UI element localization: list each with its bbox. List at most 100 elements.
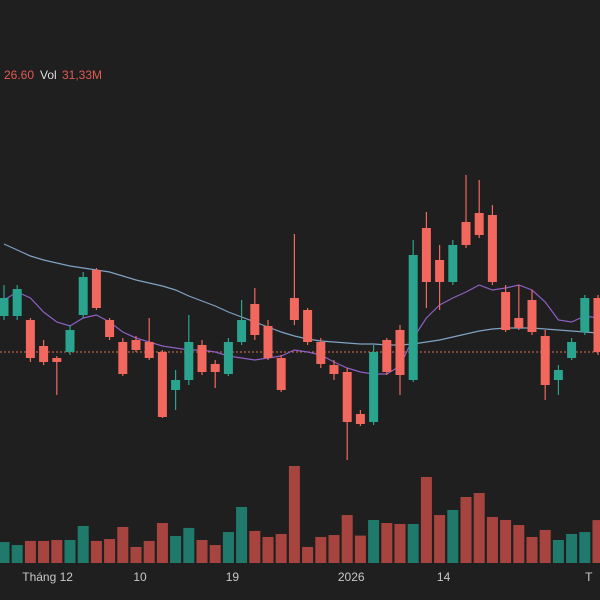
volume-bar (275, 533, 287, 563)
volume-bar (368, 519, 380, 563)
legend-volume: 31,33M (62, 68, 102, 82)
candle-body (369, 352, 379, 422)
candle-body (474, 213, 484, 235)
candle-body (12, 289, 22, 316)
candle-body (527, 300, 537, 332)
volume-bar (288, 466, 300, 563)
candle-body (210, 364, 220, 372)
volume-bar (64, 539, 76, 563)
candle-body (65, 330, 75, 352)
x-tick-label: 2026 (338, 570, 365, 584)
candle-body (0, 298, 9, 316)
candle-body (316, 342, 326, 364)
volume-bar (407, 523, 419, 563)
candle-body (580, 298, 590, 332)
candle-body (514, 318, 524, 328)
candle-body (250, 304, 260, 335)
volume-bar (552, 539, 564, 563)
candle-body (593, 298, 600, 352)
candle-body (144, 342, 154, 358)
candle-body (421, 228, 431, 282)
volume-bar (539, 529, 551, 563)
candle-body (408, 255, 418, 380)
candle-body (78, 277, 88, 315)
candle-body (25, 320, 35, 358)
candle-body (355, 414, 365, 424)
volume-bar (500, 519, 512, 563)
volume-bar (38, 540, 50, 563)
candle-body (553, 370, 563, 380)
volume-bar (381, 522, 393, 563)
moving-average (3, 243, 599, 346)
volume-bar (130, 546, 142, 563)
volume-bar (341, 515, 353, 563)
volume-bar (460, 496, 472, 563)
volume-bar (486, 516, 498, 563)
candle-body (237, 320, 247, 342)
legend-volume-label: Vol (40, 68, 57, 82)
candle-body (263, 326, 273, 358)
volume-bar (302, 546, 314, 563)
candle-body (395, 330, 405, 375)
volume-bar (117, 526, 129, 563)
x-tick-label: T (585, 570, 593, 584)
x-tick-label: 10 (133, 570, 147, 584)
volume-bar (592, 520, 600, 563)
volume-bar (579, 532, 591, 563)
candle-body (289, 298, 299, 320)
volume-bar (77, 526, 89, 563)
volume-bar (156, 522, 168, 563)
candle-body (461, 222, 471, 245)
candle-body (382, 340, 392, 372)
candle-body (448, 245, 458, 282)
volume-bar (170, 536, 182, 563)
volume-bar (566, 533, 578, 563)
candle-body (487, 215, 497, 282)
volume-bar (143, 540, 155, 563)
candle-body (39, 346, 49, 362)
volume-bar (11, 545, 23, 563)
volume-bar (90, 540, 102, 563)
candle-body (105, 320, 115, 337)
x-tick-label: 14 (437, 570, 451, 584)
candle-body (197, 345, 207, 372)
volume-bar (447, 509, 459, 563)
volume-bar (236, 506, 248, 563)
volume-bar (0, 542, 10, 563)
volume-bar (24, 540, 36, 563)
candle-body (223, 342, 233, 374)
candle-body (435, 260, 445, 282)
volume-bar (526, 536, 538, 563)
x-tick-label: Tháng 12 (22, 570, 73, 584)
candle-body (171, 380, 181, 390)
volume-bar (354, 535, 366, 563)
candle-body (540, 336, 550, 385)
x-tick-label: 19 (226, 570, 240, 584)
candle-body (184, 342, 194, 380)
candle-body (131, 340, 141, 350)
candle-body (342, 372, 352, 422)
volume-bar (420, 476, 432, 563)
candle-body (118, 342, 128, 374)
volume-bar (51, 539, 63, 563)
volume-bar (196, 539, 208, 563)
candle-body (157, 352, 167, 417)
candle-body (52, 358, 62, 362)
candle-body (276, 358, 286, 390)
volume-bar (249, 530, 261, 563)
candle-body (501, 292, 511, 330)
legend-close: 26.60 (4, 68, 34, 82)
volume-bar (222, 532, 234, 563)
candle-body (91, 270, 101, 308)
volume-bar (262, 536, 274, 563)
moving-average (3, 284, 599, 375)
candle-body (303, 310, 313, 342)
volume-bar (209, 545, 221, 563)
candle-body (329, 365, 339, 374)
volume-bar (473, 492, 485, 563)
volume-bar (513, 525, 525, 563)
candle-body (567, 342, 577, 358)
volume-bar (328, 535, 340, 563)
